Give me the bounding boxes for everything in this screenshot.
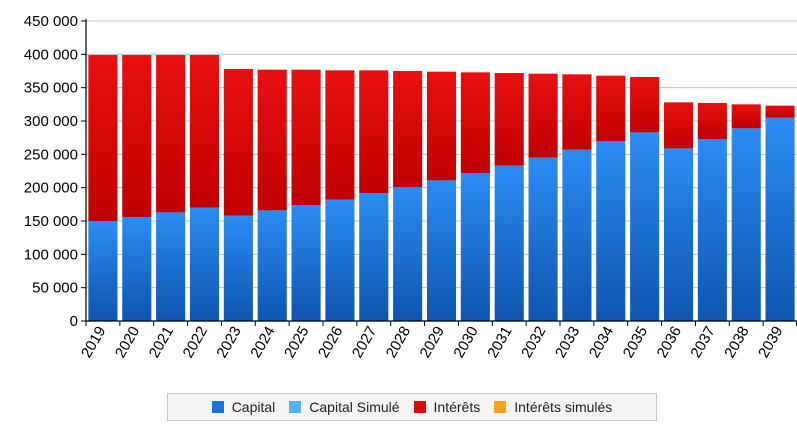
x-tick-label: 2026 bbox=[315, 324, 346, 361]
x-tick-label: 2035 bbox=[620, 324, 651, 361]
bar-int-r-ts-2031[interactable] bbox=[494, 73, 524, 166]
bar-int-r-ts-2027[interactable] bbox=[359, 70, 389, 193]
y-tick-label: 400 000 bbox=[24, 46, 78, 63]
bar-capital-2031[interactable] bbox=[494, 165, 524, 321]
bar-capital-2030[interactable] bbox=[460, 173, 490, 321]
bar-int-r-ts-2036[interactable] bbox=[663, 102, 694, 149]
bar-capital-2028[interactable] bbox=[393, 187, 423, 321]
bar-int-r-ts-2029[interactable] bbox=[426, 71, 457, 181]
x-tick-label: 2036 bbox=[654, 324, 685, 361]
legend-swatch bbox=[413, 401, 426, 413]
x-tick-label: 2021 bbox=[146, 324, 177, 361]
bar-capital-2019[interactable] bbox=[88, 221, 118, 321]
bar-capital-2020[interactable] bbox=[122, 217, 152, 321]
y-tick-label: 150 000 bbox=[24, 213, 78, 230]
y-tick-label: 350 000 bbox=[24, 80, 78, 97]
bar-capital-2036[interactable] bbox=[663, 148, 694, 321]
bar-int-r-ts-2034[interactable] bbox=[596, 75, 626, 141]
bar-int-r-ts-2026[interactable] bbox=[325, 70, 355, 200]
legend-label: Capital bbox=[231, 399, 276, 415]
x-tick-label: 2023 bbox=[213, 324, 244, 361]
bar-capital-2035[interactable] bbox=[630, 132, 660, 321]
bar-capital-2027[interactable] bbox=[359, 193, 389, 321]
bar-int-r-ts-2021[interactable] bbox=[156, 55, 186, 213]
bar-capital-2026[interactable] bbox=[325, 199, 355, 321]
bar-int-r-ts-2030[interactable] bbox=[460, 72, 490, 173]
bar-int-r-ts-2028[interactable] bbox=[393, 71, 423, 187]
bar-int-r-ts-2020[interactable] bbox=[122, 55, 152, 217]
x-tick-label: 2038 bbox=[721, 324, 752, 361]
bar-capital-2033[interactable] bbox=[562, 149, 592, 321]
legend-label: Intérêts simulés bbox=[514, 399, 613, 415]
bar-int-r-ts-2023[interactable] bbox=[223, 69, 253, 216]
bar-int-r-ts-2022[interactable] bbox=[189, 55, 220, 208]
y-tick-label: 250 000 bbox=[24, 146, 78, 163]
bar-int-r-ts-2038[interactable] bbox=[731, 104, 761, 129]
x-tick-label: 2025 bbox=[281, 324, 312, 361]
bar-capital-2038[interactable] bbox=[731, 128, 761, 321]
legend-label: Intérêts bbox=[433, 399, 481, 415]
legend-item-interets-simules[interactable]: Intérêts simulés bbox=[494, 399, 612, 415]
x-tick-label: 2037 bbox=[687, 324, 718, 361]
bar-capital-2029[interactable] bbox=[426, 180, 457, 321]
bar-capital-2025[interactable] bbox=[291, 205, 321, 321]
bar-int-r-ts-2037[interactable] bbox=[697, 103, 727, 139]
bar-capital-2024[interactable] bbox=[257, 210, 287, 321]
bar-capital-2034[interactable] bbox=[596, 141, 626, 321]
x-tick-label: 2020 bbox=[112, 324, 143, 361]
x-tick-label: 2032 bbox=[518, 324, 549, 361]
bar-int-r-ts-2039[interactable] bbox=[765, 105, 795, 118]
y-tick-label: 450 000 bbox=[24, 13, 78, 30]
y-tick-label: 300 000 bbox=[24, 113, 78, 130]
bar-int-r-ts-2024[interactable] bbox=[257, 69, 287, 211]
y-tick-label: 100 000 bbox=[24, 246, 78, 263]
bar-int-r-ts-2033[interactable] bbox=[562, 74, 592, 150]
bar-group bbox=[88, 55, 795, 322]
bar-int-r-ts-2032[interactable] bbox=[528, 73, 558, 158]
x-tick-label: 2028 bbox=[383, 324, 414, 361]
legend-swatch bbox=[494, 401, 507, 413]
chart-legend: Capital Capital Simulé Intérêts Intérêts… bbox=[167, 393, 657, 421]
bar-int-r-ts-2019[interactable] bbox=[88, 55, 118, 221]
y-axis-ticks: 0 50 000 100 000 150 000 200 000 250 000 300 0… bbox=[24, 13, 86, 330]
legend-item-capital[interactable]: Capital bbox=[211, 399, 276, 415]
axes bbox=[85, 19, 797, 322]
x-tick-label: 2039 bbox=[755, 324, 786, 361]
legend-label: Capital Simulé bbox=[309, 399, 400, 415]
x-tick-label: 2031 bbox=[484, 324, 515, 361]
x-tick-label: 2033 bbox=[552, 324, 583, 361]
x-tick-label: 2030 bbox=[450, 324, 481, 361]
bar-capital-2023[interactable] bbox=[223, 215, 253, 321]
x-tick-label: 2029 bbox=[417, 324, 448, 361]
bar-capital-2032[interactable] bbox=[528, 157, 558, 321]
y-tick-label: 200 000 bbox=[24, 180, 78, 197]
bar-int-r-ts-2035[interactable] bbox=[630, 77, 660, 133]
bar-capital-2037[interactable] bbox=[697, 139, 727, 321]
y-tick-label: 50 000 bbox=[32, 280, 78, 297]
x-tick-label: 2024 bbox=[247, 324, 278, 361]
bar-capital-2039[interactable] bbox=[765, 117, 795, 322]
x-tick-label: 2027 bbox=[349, 324, 380, 361]
x-tick-label: 2019 bbox=[78, 324, 109, 361]
legend-swatch bbox=[211, 401, 224, 413]
x-tick-label: 2022 bbox=[180, 324, 211, 361]
bar-capital-2022[interactable] bbox=[189, 207, 220, 321]
bar-int-r-ts-2025[interactable] bbox=[291, 69, 321, 206]
bar-capital-2021[interactable] bbox=[156, 212, 186, 321]
x-tick-label: 2034 bbox=[586, 324, 617, 361]
y-tick-label: 0 bbox=[70, 313, 78, 330]
legend-item-capital-simule[interactable]: Capital Simulé bbox=[289, 399, 400, 415]
legend-swatch bbox=[289, 401, 302, 413]
x-axis-ticks: 2019 2020 2021 2022 2023 2024 2025 2026 2027 2028… bbox=[78, 321, 797, 361]
legend-item-interets[interactable]: Intérêts bbox=[413, 399, 481, 415]
